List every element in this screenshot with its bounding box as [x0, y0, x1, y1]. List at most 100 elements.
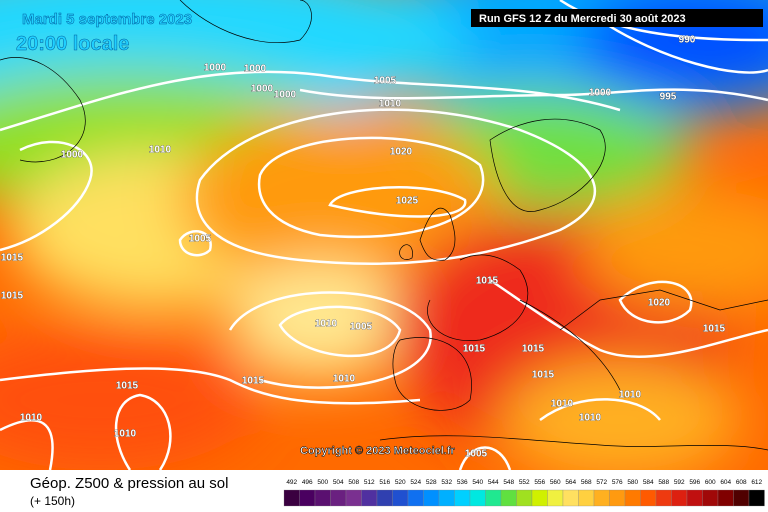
legend-swatch [655, 489, 672, 507]
legend-tick-label: 576 [612, 479, 623, 486]
legend-tick-label: 528 [426, 479, 437, 486]
isobar-label: 1010 [333, 374, 356, 385]
isobar-label: 1000 [204, 63, 227, 74]
legend-tick-label: 584 [643, 479, 654, 486]
legend-swatch [361, 489, 378, 507]
isobar-label: 1000 [251, 84, 274, 95]
legend-tick-label: 560 [550, 479, 561, 486]
isobar-label: 1010 [315, 319, 338, 330]
isobar-label: 1015 [242, 376, 265, 387]
legend-tick-label: 572 [596, 479, 607, 486]
legend-tick-label: 596 [689, 479, 700, 486]
legend-tick-label: 536 [457, 479, 468, 486]
legend-tick-label: 504 [333, 479, 344, 486]
legend-tick-label: 520 [395, 479, 406, 486]
footer-lead: (+ 150h) [30, 494, 75, 508]
legend-tick-label: 592 [674, 479, 685, 486]
legend-swatch [593, 489, 610, 507]
legend-tick-label: 500 [317, 479, 328, 486]
legend-tick-label: 588 [658, 479, 669, 486]
isobar-label: 1020 [390, 147, 413, 158]
legend-tick-label: 544 [488, 479, 499, 486]
legend-tick-label: 540 [472, 479, 483, 486]
legend-swatch [547, 489, 564, 507]
isobar-label: 1010 [619, 390, 642, 401]
legend-swatch [516, 489, 533, 507]
legend-tick-label: 516 [379, 479, 390, 486]
isobar-label: 1015 [116, 381, 139, 392]
isobar-label: 1010 [551, 399, 574, 410]
legend-tick-label: 556 [534, 479, 545, 486]
isobar-label: 1010 [379, 99, 402, 110]
copyright: Copyright © 2023 Meteociel.fr [300, 445, 456, 457]
legend-tick-label: 552 [519, 479, 530, 486]
legend-swatch [733, 489, 750, 507]
legend-swatch [299, 489, 316, 507]
isobar-label: 1010 [579, 413, 602, 424]
legend-tick-label: 600 [705, 479, 716, 486]
legend-swatch [438, 489, 455, 507]
legend-swatch [392, 489, 409, 507]
legend-tick-label: 568 [581, 479, 592, 486]
isobar-label: 1005 [465, 449, 488, 460]
legend-swatch [423, 489, 440, 507]
legend-swatch [500, 489, 517, 507]
isobar-label: 1000 [274, 90, 297, 101]
isobar-label: 1020 [648, 298, 671, 309]
legend-swatch [485, 489, 502, 507]
legend-tick-label: 604 [720, 479, 731, 486]
isobar-label: 1000 [589, 88, 612, 99]
isobar-label: 1015 [476, 276, 499, 287]
legend-swatch [562, 489, 579, 507]
legend-swatch [469, 489, 486, 507]
legend-tick-label: 508 [348, 479, 359, 486]
isobar-label: 1015 [1, 253, 24, 264]
legend-tick-label: 548 [503, 479, 514, 486]
isobar-label: 1005 [189, 234, 212, 245]
isobar-label: 1015 [703, 324, 726, 335]
footer-title: Géop. Z500 & pression au sol [30, 475, 228, 492]
legend-swatch [330, 489, 347, 507]
isobar-label: 1015 [522, 344, 545, 355]
legend-swatch [686, 489, 703, 507]
legend-swatch [407, 489, 424, 507]
legend-swatch [283, 489, 300, 507]
run-box [471, 9, 763, 27]
coastlines [0, 0, 768, 451]
isobar-label: 1000 [61, 150, 84, 161]
isobar-label: 1000 [244, 64, 267, 75]
isobar-label: 1005 [350, 322, 373, 333]
time: 20:00 locale [16, 33, 129, 55]
isobar-label: 1010 [20, 413, 43, 424]
legend-swatch [376, 489, 393, 507]
legend-tick-label: 524 [410, 479, 421, 486]
isobar-label: 995 [660, 92, 677, 103]
legend-swatch [702, 489, 719, 507]
legend-swatch [345, 489, 362, 507]
run: Run GFS 12 Z du Mercredi 30 août 2023 [479, 13, 686, 25]
legend: 492 496 500 504 508 512 516 520 524 528 532 536 540 5… [283, 479, 765, 507]
isobar-label: 990 [679, 35, 696, 46]
legend-swatch [624, 489, 641, 507]
legend-tick-label: 580 [627, 479, 638, 486]
isobars [0, 0, 768, 470]
isobar-label: 1015 [1, 291, 24, 302]
isobar-label: 1010 [149, 145, 172, 156]
legend-swatch [640, 489, 657, 507]
isobar-label: 1025 [396, 196, 419, 207]
date: Mardi 5 septembre 2023 [22, 11, 192, 28]
legend-tick-label: 492 [286, 479, 297, 486]
legend-tick-label: 496 [302, 479, 313, 486]
legend-swatch [717, 489, 734, 507]
legend-tick-label: 512 [364, 479, 375, 486]
legend-swatch [609, 489, 626, 507]
isobar-label: 1015 [532, 370, 555, 381]
isobar-label: 1015 [463, 344, 486, 355]
legend-tick-label: 532 [441, 479, 452, 486]
legend-tick-label: 608 [736, 479, 747, 486]
legend-swatch [454, 489, 471, 507]
